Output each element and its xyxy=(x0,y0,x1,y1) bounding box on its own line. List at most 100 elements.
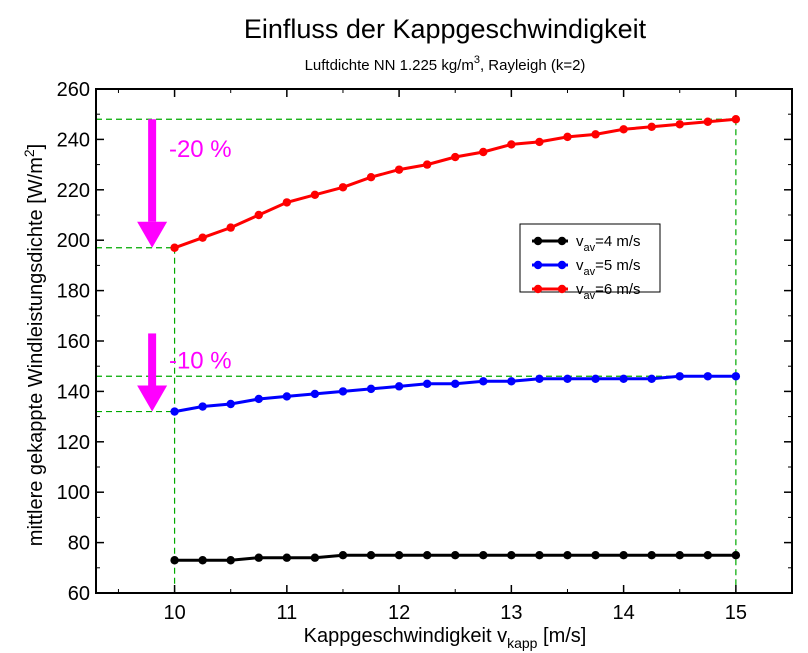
data-point xyxy=(703,372,713,381)
data-point xyxy=(338,387,348,396)
data-point xyxy=(422,379,432,389)
data-point xyxy=(338,183,348,192)
data-point xyxy=(507,551,516,560)
data-point xyxy=(310,389,320,399)
legend-marker xyxy=(533,284,543,294)
y-tick-label: 180 xyxy=(57,281,90,303)
data-point xyxy=(535,374,544,383)
data-point xyxy=(451,152,460,162)
x-tick-label: 10 xyxy=(163,602,185,624)
data-point xyxy=(282,553,292,562)
data-point xyxy=(282,392,292,401)
data-point xyxy=(535,137,544,147)
data-point xyxy=(198,556,207,565)
legend-entry: vav=4 m/s xyxy=(576,233,641,254)
data-point xyxy=(198,233,207,242)
data-point xyxy=(731,551,741,560)
legend-marker xyxy=(557,236,567,246)
plot-frame xyxy=(95,88,793,594)
plot-area: 60 80 100 120 140 160 180 200 220 240 260 10 11 12 13 1… xyxy=(57,79,793,624)
data-point xyxy=(310,553,320,562)
legend-marker xyxy=(533,260,543,270)
data-point xyxy=(591,374,600,383)
data-point xyxy=(422,551,432,560)
data-point xyxy=(647,551,656,560)
data-point xyxy=(535,551,544,560)
legend-marker xyxy=(557,284,567,294)
legend-entry: vav=6 m/s xyxy=(576,281,641,302)
data-point xyxy=(366,551,376,560)
data-point xyxy=(675,551,684,560)
y-axis-label: mittlere gekappte Windleistungsdichte [W… xyxy=(21,144,47,546)
data-point xyxy=(310,190,320,200)
data-point xyxy=(198,402,207,411)
data-point xyxy=(479,551,488,560)
data-point xyxy=(366,384,376,394)
x-axis-label: Kappgeschwindigkeit vkapp [m/s] xyxy=(304,625,587,651)
data-point xyxy=(479,377,488,386)
legend-marker xyxy=(557,260,567,270)
data-point xyxy=(394,382,404,391)
x-tick-label: 11 xyxy=(276,602,297,624)
data-point xyxy=(451,551,460,560)
data-point xyxy=(563,551,572,560)
data-point xyxy=(338,551,348,560)
y-tick-label: 260 xyxy=(57,79,90,101)
y-tick-label: 240 xyxy=(57,129,90,151)
chart-title: Einfluss der Kappgeschwindigkeit xyxy=(244,14,647,44)
data-point xyxy=(619,551,628,560)
y-tick-label: 220 xyxy=(57,180,90,202)
data-point xyxy=(591,130,600,139)
data-point xyxy=(647,122,656,131)
x-tick-label: 15 xyxy=(725,602,747,624)
data-point xyxy=(226,223,235,232)
data-point xyxy=(619,125,628,134)
data-point xyxy=(731,115,741,124)
data-point xyxy=(619,374,628,383)
data-point xyxy=(170,407,179,416)
y-tick-label: 100 xyxy=(57,482,90,504)
annotation-label-1: -20 % xyxy=(169,136,232,163)
x-tick-label: 14 xyxy=(612,602,634,624)
data-point xyxy=(507,377,516,386)
y-tick-label: 200 xyxy=(57,230,90,252)
data-point xyxy=(731,372,741,381)
y-tick-label: 140 xyxy=(57,381,90,403)
x-tick-label: 13 xyxy=(500,602,522,624)
data-point xyxy=(675,372,684,381)
data-point xyxy=(254,394,263,404)
y-tick-label: 60 xyxy=(68,583,90,605)
annotation-arrow-shaft xyxy=(148,333,157,386)
data-point xyxy=(563,374,572,383)
chart-subtitle: Luftdichte NN 1.225 kg/m3, Rayleigh (k=2… xyxy=(305,54,586,74)
legend-entry: vav=5 m/s xyxy=(576,257,641,278)
annotation-arrow-head xyxy=(137,221,168,248)
data-point xyxy=(422,160,432,169)
legend-marker xyxy=(533,236,543,246)
data-point xyxy=(170,556,179,565)
data-point xyxy=(254,553,263,562)
data-point xyxy=(479,147,488,157)
data-point xyxy=(675,120,684,129)
legend: vav=4 m/s vav=5 m/s vav=6 m/s xyxy=(519,223,661,302)
data-point xyxy=(282,198,292,207)
data-point xyxy=(451,379,460,389)
y-tick-label: 120 xyxy=(57,432,90,454)
data-point xyxy=(563,132,572,142)
data-point xyxy=(703,551,713,560)
data-point xyxy=(226,556,235,565)
data-point xyxy=(507,140,516,149)
data-point xyxy=(394,165,404,174)
annotation-arrow-head xyxy=(137,385,168,412)
data-point xyxy=(703,117,713,126)
data-point xyxy=(647,374,656,383)
data-point xyxy=(366,173,376,182)
data-point xyxy=(591,551,600,560)
annotation-arrow-shaft xyxy=(148,119,157,222)
data-point xyxy=(226,399,235,409)
y-tick-label: 80 xyxy=(68,533,90,555)
annotation-label-2: -10 % xyxy=(169,348,232,375)
data-point xyxy=(170,243,179,252)
data-point xyxy=(394,551,404,560)
